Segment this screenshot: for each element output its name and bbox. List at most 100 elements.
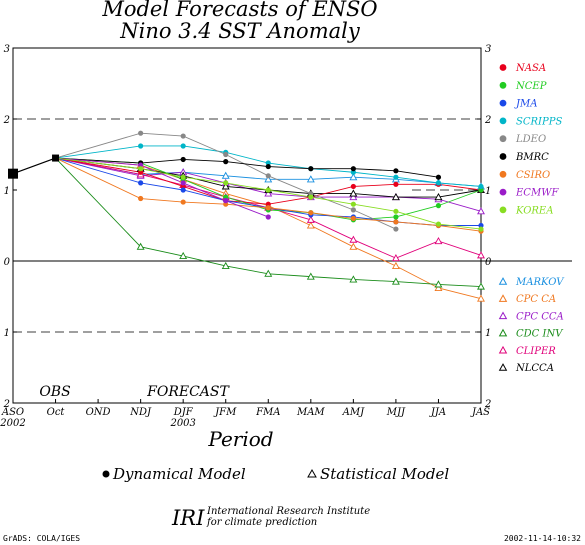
point-cdc-inv (306, 272, 315, 280)
point-korea (435, 221, 442, 227)
point-bmrc (180, 156, 186, 163)
legend-cliper-marker (498, 345, 508, 354)
point-cdc-inv (264, 269, 273, 277)
point-korea (180, 174, 186, 180)
point-cpc-ca (391, 261, 400, 269)
series-line-cdc-inv (55, 157, 482, 288)
point-korea (308, 194, 314, 200)
institution-name-line1: International Research Institute (206, 506, 370, 517)
point-markov (221, 171, 230, 179)
y-tick-label-left: 2 (3, 399, 10, 410)
statistical-key-marker (307, 468, 317, 478)
legend-ncep-marker (499, 81, 507, 89)
series-line-korea (55, 157, 482, 230)
point-bmrc (435, 174, 442, 180)
point-cpc-ca (349, 242, 358, 250)
legend-scripps-label: SCRIPPS (516, 116, 562, 127)
point-nlcca (434, 192, 443, 201)
x-year-label: 2003 (169, 418, 195, 429)
series-line-csiro (55, 157, 482, 232)
y-axis-ticks: 2 2 1 1 0 0 1 1 2 2 3 3 (3, 44, 492, 410)
legend-nasa-label: NASA (515, 63, 546, 74)
point-ldeo (393, 226, 399, 232)
y-tick-label-left: 2 (3, 115, 10, 126)
point-bmrc (265, 163, 271, 170)
point-markov (264, 175, 273, 183)
x-tick-label: NDJ (129, 407, 152, 418)
point-cpc-cca (477, 207, 485, 215)
x-tick-label: MAM (296, 407, 325, 418)
model-type-key: Dynamical Model Statistical Model (102, 465, 449, 483)
point-ldeo (265, 173, 271, 179)
legend-csiro-label: CSIRO (516, 170, 550, 181)
y-tick-label-right: 0 (485, 257, 492, 268)
point-ncep (393, 214, 399, 220)
point-cdc-inv (179, 251, 188, 260)
point-korea (478, 226, 484, 232)
x-axis-label: Period (207, 427, 273, 451)
point-ldeo (223, 151, 229, 158)
legend-korea-label: KOREA (515, 205, 553, 216)
legend-csiro-marker (499, 170, 507, 178)
legend-cdc-inv-label: CDC INV (516, 329, 564, 340)
x-tick-label: Oct (47, 407, 66, 418)
series-line-nasa (55, 157, 482, 205)
point-jma (138, 180, 144, 186)
x-tick-label: JFM (213, 407, 237, 418)
point-cdc-inv (434, 280, 443, 288)
legend-nasa-marker (499, 64, 507, 71)
legend-markov-label: MARKOV (515, 277, 565, 288)
institution-name-line2: for climate prediction (206, 517, 317, 528)
legend-jma-marker (499, 99, 507, 107)
y-tick-label-left: 3 (4, 44, 10, 55)
series-line-ldeo (55, 132, 397, 230)
point-korea (138, 166, 144, 172)
x-tick-label: OND (86, 407, 111, 418)
point-cliper (477, 251, 485, 259)
series-line-scripps (55, 145, 482, 187)
y-tick-label-left: 0 (4, 257, 11, 268)
legend-nlcca-label: NLCCA (515, 363, 554, 374)
point-korea (350, 201, 356, 207)
statistical-key-label: Statistical Model (320, 465, 449, 483)
series-line-nlcca (55, 157, 482, 198)
point-scripps (180, 143, 186, 149)
legend-ldeo-marker (499, 135, 507, 143)
point-ldeo (138, 130, 144, 136)
x-tick-label: AMJ (342, 407, 365, 418)
forecast-label: FORECAST (146, 384, 230, 400)
dynamical-key-marker (102, 470, 110, 478)
point-bmrc (393, 168, 399, 174)
point-cliper (434, 236, 443, 245)
legend-ncep-label: NCEP (515, 81, 547, 92)
forecast-markers (8, 130, 485, 302)
legend-cpc-cca-label: CPC CCA (516, 311, 564, 322)
legend-bmrc-marker (499, 153, 507, 160)
legend-cdc-inv-marker (498, 328, 508, 337)
y-tick-label-left: 1 (4, 328, 10, 339)
x-year-label: 2002 (0, 418, 26, 429)
point-cdc-inv (349, 275, 358, 283)
obs-label: OBS (39, 384, 70, 400)
legend-korea-marker (499, 206, 507, 214)
point-ldeo (350, 207, 356, 213)
point-scripps (393, 174, 399, 180)
point-nasa (393, 181, 399, 187)
chart-title-line1: Model Forecasts of ENSO (101, 0, 377, 21)
footer-left: GrADS: COLA/IGES (3, 534, 80, 543)
legend-ecmwf-label: ECMWF (515, 188, 559, 199)
point-cliper (391, 254, 400, 262)
point-nlcca (349, 189, 358, 197)
x-tick-label: JJA (429, 407, 446, 418)
x-tick-label: DJF (173, 407, 194, 418)
y-tick-label-right: 2 (484, 399, 491, 410)
point-cdc-inv (391, 277, 400, 285)
point-csiro (265, 205, 271, 211)
point-jma (180, 187, 186, 193)
y-tick-label-right: 2 (484, 115, 491, 126)
point-scripps (478, 183, 484, 190)
point-markov (349, 173, 358, 181)
point-csiro (393, 219, 399, 225)
grid-lines (13, 47, 481, 333)
